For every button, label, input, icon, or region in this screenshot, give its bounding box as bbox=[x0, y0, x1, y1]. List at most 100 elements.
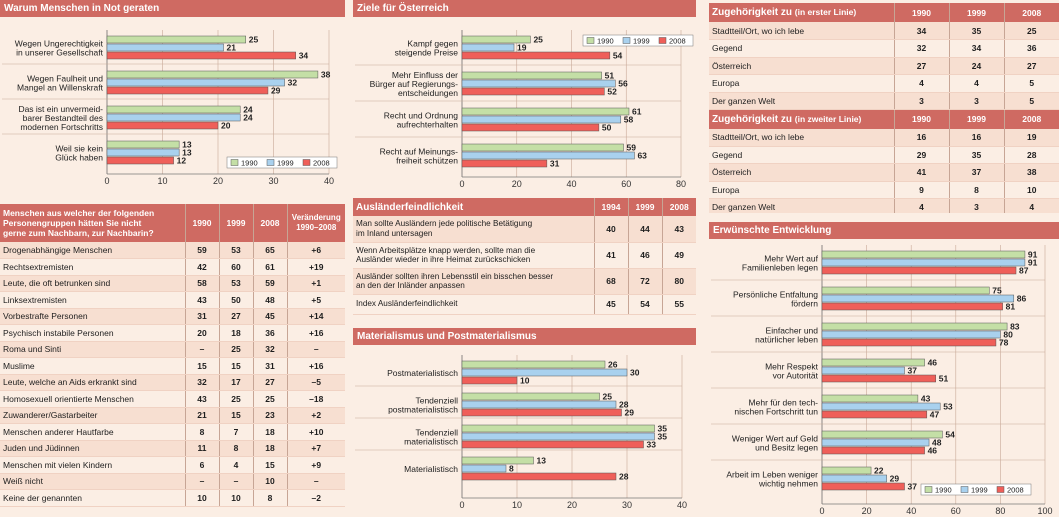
table-cell: 7 bbox=[218, 423, 253, 441]
tick-label: 10 bbox=[512, 500, 522, 510]
table-cell: 27 bbox=[893, 57, 949, 75]
data-label: 47 bbox=[930, 410, 940, 420]
bar bbox=[821, 338, 997, 347]
table-cell: 25 bbox=[218, 341, 253, 358]
category-label: und Besitz legen bbox=[755, 443, 818, 453]
row-label-line: Index Ausländerfeindlichkeit bbox=[356, 299, 458, 309]
category-label: Mehr für den tech- bbox=[749, 398, 819, 408]
legend-swatch bbox=[302, 159, 311, 166]
data-label: 24 bbox=[243, 113, 253, 123]
data-label: 35 bbox=[658, 424, 668, 434]
bar bbox=[106, 105, 241, 114]
data-label: 58 bbox=[624, 115, 634, 125]
category-label: Materialistisch bbox=[404, 464, 458, 474]
auslaender-title: Ausländerfeindlichkeit bbox=[353, 198, 594, 216]
bar bbox=[461, 368, 628, 377]
bar bbox=[461, 360, 606, 369]
data-label: 43 bbox=[921, 394, 931, 404]
category-label: Postmaterialistisch bbox=[387, 368, 458, 378]
table-cell: 15 bbox=[184, 357, 219, 375]
data-label: 24 bbox=[243, 105, 253, 115]
legend-swatch bbox=[996, 486, 1005, 493]
legend-label: 2008 bbox=[669, 37, 686, 46]
table-row: Drogenabhängige Menschen 59 53 65 +6 bbox=[0, 242, 345, 259]
col-header: 1999 bbox=[218, 204, 253, 242]
data-label: 35 bbox=[658, 432, 668, 442]
table-cell: 59 bbox=[252, 275, 287, 292]
table-cell: 45 bbox=[252, 308, 287, 325]
data-label: 28 bbox=[619, 472, 629, 482]
col-header: 1999 bbox=[627, 198, 662, 216]
chart-title-materialismus: Materialismus und Postmaterialismus bbox=[353, 328, 696, 345]
table-cell: 43 bbox=[661, 216, 696, 243]
data-label: 28 bbox=[619, 400, 629, 410]
table-cell: – bbox=[286, 473, 345, 490]
table-cell: 4 bbox=[893, 198, 949, 213]
tick-label: 10 bbox=[157, 176, 167, 186]
data-label: 19 bbox=[517, 43, 527, 53]
table-cell: 5 bbox=[1003, 74, 1059, 93]
data-label: 50 bbox=[602, 123, 612, 133]
panel-auslaender: Ausländerfeindlichkeit 1994 1999 2008 Man so… bbox=[353, 198, 696, 323]
table-cell: – bbox=[286, 341, 345, 358]
data-label: 83 bbox=[1010, 322, 1020, 332]
data-label: 22 bbox=[874, 466, 884, 476]
table-cell: 32 bbox=[893, 39, 949, 58]
category-label: steigende Preise bbox=[395, 48, 459, 58]
row-label: Stadtteil/Ort, wo ich lebe bbox=[709, 128, 894, 147]
row-label-line: Wenn Arbeitsplätze knapp werden, sollte … bbox=[356, 245, 536, 255]
data-label: 87 bbox=[1019, 266, 1029, 276]
bar bbox=[821, 302, 1003, 311]
row-label-line: Man sollte Ausländern jede politische Be… bbox=[356, 219, 533, 229]
category-label: Einfacher und bbox=[766, 326, 819, 336]
table-cell: 32 bbox=[252, 341, 287, 358]
data-label: 12 bbox=[177, 156, 187, 166]
table-cell: +1 bbox=[286, 275, 345, 292]
row-label: Wenn Arbeitsplätze knapp werden, sollte … bbox=[353, 242, 594, 269]
table-row: Muslime 15 15 31 +16 bbox=[0, 357, 345, 375]
table-cell: 31 bbox=[252, 357, 287, 375]
table-row: Gegend 32 34 36 bbox=[709, 39, 1059, 58]
tick-label: 80 bbox=[676, 179, 686, 189]
data-label: 25 bbox=[603, 392, 613, 402]
row-label: Weiß nicht bbox=[0, 473, 185, 490]
data-label: 13 bbox=[537, 456, 547, 466]
legend-label: 2008 bbox=[1007, 486, 1024, 495]
table-cell: 80 bbox=[661, 268, 696, 295]
data-label: 37 bbox=[908, 482, 918, 492]
category-label: Wegen Ungerechtigkeit bbox=[15, 39, 104, 49]
category-label: Mehr Wert auf bbox=[764, 254, 818, 264]
data-label: 61 bbox=[632, 107, 642, 117]
category-label: aufrechterhalten bbox=[397, 120, 459, 130]
tick-label: 60 bbox=[621, 179, 631, 189]
title-qualifier: (in zweiter Linie) bbox=[794, 113, 862, 124]
category-label: modernen Fortschritts bbox=[20, 122, 103, 132]
chart-title-entwicklung: Erwünschte Entwicklung bbox=[709, 222, 1059, 239]
table-cell: 8 bbox=[252, 489, 287, 507]
col-header: 2008 bbox=[252, 204, 287, 242]
table-cell: 43 bbox=[184, 390, 219, 408]
row-label: Österreich bbox=[709, 163, 894, 182]
row-label-line: im Inland untersagen bbox=[356, 228, 433, 238]
data-label: 53 bbox=[943, 402, 953, 412]
data-label: 59 bbox=[627, 143, 637, 153]
row-label: Keine der genannten bbox=[0, 489, 185, 507]
table-cell: 42 bbox=[184, 258, 219, 276]
row-label: Europa bbox=[709, 74, 894, 93]
tick-label: 80 bbox=[995, 506, 1005, 516]
bar bbox=[461, 456, 534, 465]
table-cell: 29 bbox=[893, 146, 949, 164]
table-cell: 9 bbox=[893, 181, 949, 199]
table-row: Juden und Jüdinnen 11 8 18 +7 bbox=[0, 440, 345, 457]
col-header: 1994 bbox=[593, 198, 628, 216]
legend-swatch bbox=[586, 37, 595, 44]
table-cell: 8 bbox=[184, 423, 219, 441]
table-cell: 19 bbox=[1003, 128, 1059, 147]
bar bbox=[821, 402, 941, 411]
title-text: Zugehörigkeit zu bbox=[712, 113, 792, 125]
bar bbox=[106, 35, 246, 44]
bar bbox=[461, 143, 624, 152]
legend-label: 1990 bbox=[597, 37, 614, 46]
nachbarn-title-line: Menschen aus welcher der folgenden bbox=[3, 208, 155, 218]
data-label: 54 bbox=[945, 430, 955, 440]
